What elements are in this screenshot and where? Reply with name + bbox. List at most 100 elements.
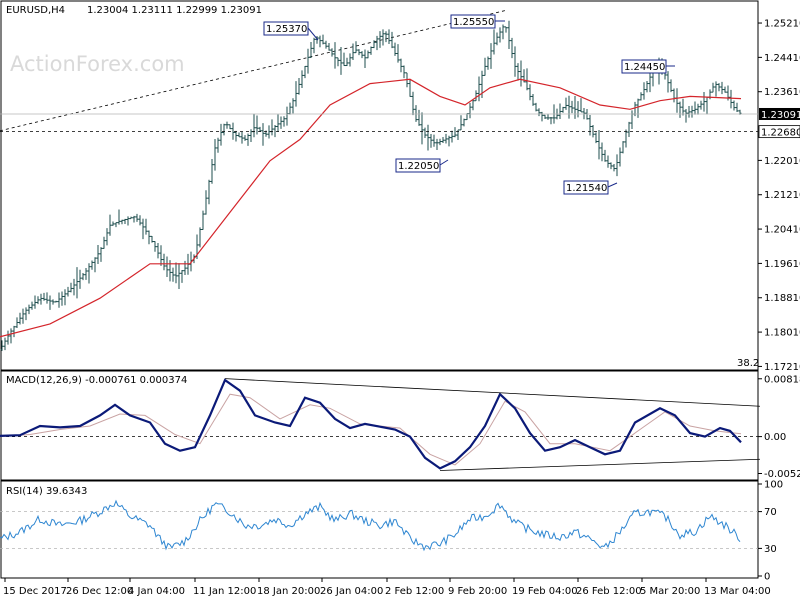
- ohlc-bar: [732, 100, 736, 111]
- macd-tick-label: 0.00: [764, 432, 786, 443]
- ohlc-bar: [540, 111, 544, 122]
- ohlc-bar: [120, 219, 124, 225]
- ohlc-bar: [360, 51, 364, 59]
- ohlc-bar: [417, 109, 421, 126]
- price-tick-label: 1.23610: [764, 87, 800, 98]
- symbol-title: EURUSD,H4: [6, 5, 65, 16]
- ohlc-bar: [504, 26, 508, 33]
- ohlc-bar: [486, 56, 490, 70]
- ohlc-bar: [6, 330, 10, 345]
- ohlc-bar: [297, 78, 301, 95]
- ohlc-bar: [339, 46, 343, 75]
- macd-line: [0, 378, 742, 470]
- ohlc-bar: [597, 130, 601, 160]
- ohlc-bar: [315, 36, 319, 44]
- ohlc-bar: [387, 29, 391, 45]
- ohlc-bar: [9, 328, 13, 344]
- ohlc-bar: [330, 48, 334, 57]
- ohlc-bar: [81, 272, 85, 281]
- ohlc-bar: [129, 216, 133, 220]
- ohlc-bar: [66, 286, 70, 297]
- ohlc-bar: [429, 133, 433, 148]
- ohlc-bar: [336, 57, 340, 67]
- rsi-tick-label: 100: [764, 480, 783, 491]
- ohlc-bar: [306, 48, 310, 74]
- ohlc-bar: [621, 141, 625, 154]
- price-tick-label: 1.22010: [764, 156, 800, 167]
- rsi-title: RSI(14) 39.6343: [6, 486, 87, 497]
- ohlc-bar: [681, 98, 685, 116]
- ohlc-bar: [156, 242, 160, 259]
- ohlc-bar: [558, 103, 562, 120]
- ohlc-bar: [357, 49, 361, 56]
- annotation-label: 1.25370: [266, 24, 307, 35]
- ohlc-bar: [15, 317, 19, 329]
- ohlc-bar: [252, 113, 256, 138]
- ohlc-bar: [714, 81, 718, 97]
- ohlc-bar: [549, 117, 553, 125]
- time-axis: 15 Dec 2017 26 Dec 12:004 Jan 04:00 11 Jan…: [3, 578, 771, 597]
- price-series: [0, 10, 742, 351]
- ohlc-bar: [312, 37, 316, 54]
- ohlc-bar: [720, 81, 724, 95]
- ohlc-bar: [693, 101, 697, 115]
- ohlc-bar: [489, 43, 493, 69]
- ohlc-bar: [603, 149, 607, 162]
- ohlc-bar: [435, 138, 439, 151]
- ohlc-bar: [432, 134, 436, 147]
- ohlc-bar: [324, 40, 328, 49]
- ohlc-bar: [645, 81, 649, 93]
- ohlc-bar: [711, 82, 715, 93]
- time-tick-label: 5 Mar 20:00: [640, 586, 700, 597]
- ohlc-bar: [285, 106, 289, 126]
- ohlc-bar: [543, 114, 547, 120]
- ohlc-bar: [273, 124, 277, 138]
- ohlc-bar: [642, 82, 646, 100]
- macd-panel: MACD(12,26,9) -0.000761 0.000374 0.00818…: [0, 370, 800, 481]
- price-annotations: 1.25370 1.25550 1.24450 1.22050 1.21540: [263, 14, 675, 195]
- ohlc-bar: [162, 253, 166, 271]
- price-tick-label: 1.18810: [764, 293, 800, 304]
- ohlc-bar: [45, 292, 49, 304]
- ohlc-bar: [699, 100, 703, 110]
- ohlc-bar: [48, 295, 52, 310]
- ohlc-bar: [573, 96, 577, 119]
- price-panel-frame: [0, 0, 759, 371]
- ohlc-bar: [591, 125, 595, 138]
- ohlc-bar: [291, 98, 295, 114]
- ohlc-bar: [258, 126, 262, 132]
- ohlc-bar: [231, 122, 235, 140]
- ohlc-bar: [84, 268, 88, 280]
- ohlc-bar: [33, 295, 37, 309]
- rsi-series: [0, 499, 758, 552]
- ohlc-bar: [138, 215, 142, 226]
- annotation-high-3: 1.24450: [621, 59, 675, 74]
- ohlc-bar: [447, 135, 451, 147]
- ohlc-bar: [609, 162, 613, 170]
- ohlc-bar: [576, 101, 580, 118]
- ohlc-bar: [516, 63, 520, 81]
- ohlc-bar: [309, 42, 313, 58]
- ohlc-bar: [147, 230, 151, 245]
- ohlc-bar: [72, 278, 76, 296]
- rsi-line: [0, 499, 741, 552]
- ohlc-bar: [594, 132, 598, 144]
- ohlc-bar: [207, 179, 211, 205]
- ohlc-bar: [345, 57, 349, 67]
- time-tick-label: 19 Feb 04:00: [512, 586, 578, 597]
- ohlc-bar: [510, 37, 514, 59]
- ohlc-bar: [261, 123, 265, 146]
- price-axis: 1.25210 1.24410 1.23610 1.22010 1.21210 1.204…: [758, 19, 800, 373]
- ohlc-bar: [213, 139, 217, 171]
- macd-panel-frame: [0, 370, 759, 481]
- price-tick-label: 1.20410: [764, 225, 800, 236]
- price-trendline: [0, 10, 506, 132]
- ohlc-bar: [75, 267, 79, 299]
- ohlc-bar: [735, 102, 739, 113]
- ohlc-bar: [612, 163, 616, 172]
- ohlc-bar: [666, 71, 670, 93]
- macd-trendline: [439, 458, 761, 471]
- ohlc-bar: [687, 106, 691, 118]
- ohlc-bar: [675, 88, 679, 113]
- ohlc-bar: [348, 53, 352, 67]
